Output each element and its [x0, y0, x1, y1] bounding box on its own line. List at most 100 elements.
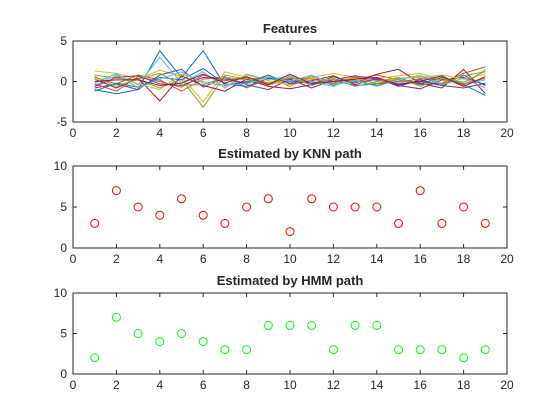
features-series-13-line	[94, 71, 486, 89]
knn-point	[437, 218, 447, 228]
knn-x-tick-label: 12	[327, 252, 341, 266]
hmm-point	[177, 329, 186, 338]
knn-point	[90, 218, 100, 228]
knn-point	[155, 210, 165, 220]
knn-x-tick-label: 16	[414, 252, 428, 266]
features-series-5-line	[94, 71, 486, 109]
hmm-point	[155, 337, 165, 347]
knn-x-tick-label: 4	[156, 252, 163, 266]
hmm-point	[90, 353, 100, 363]
features-x-tick-label: 4	[156, 126, 163, 140]
hmm-point	[328, 345, 338, 355]
hmm-point	[220, 345, 230, 355]
hmm-x-tick-label: 4	[156, 378, 163, 392]
features-x-tick-label: 20	[500, 126, 514, 140]
knn-x-tick-label: 20	[500, 252, 514, 266]
knn-point	[111, 186, 121, 196]
hmm-point	[480, 345, 490, 355]
knn-point	[177, 194, 186, 204]
features-x-tick-label: 6	[200, 126, 207, 140]
hmm-y-tick-label: 10	[54, 286, 68, 300]
features-y-tick-label: 0	[60, 75, 67, 89]
features-x-tick-label: 16	[414, 126, 428, 140]
hmm-point	[437, 345, 447, 355]
knn-x-tick-label: 18	[457, 252, 471, 266]
features-series-11-line	[94, 74, 486, 89]
hmm-x-tick-label: 20	[500, 378, 514, 392]
features-x-tick-label: 12	[327, 126, 341, 140]
knn-y-tick-label: 0	[60, 241, 67, 255]
hmm-x-tick-label: 6	[200, 378, 207, 392]
hmm-point	[415, 345, 425, 355]
hmm-plot-area	[72, 292, 508, 375]
knn-x-tick-label: 8	[243, 252, 250, 266]
knn-axes: Estimated by KNN path 0 2 4 6 8 10 12 14 16 18 20 0 5…	[54, 146, 514, 266]
knn-x-tick-label: 10	[283, 252, 297, 266]
knn-point	[350, 202, 360, 212]
knn-point	[459, 202, 469, 212]
knn-point	[394, 218, 403, 228]
features-x-tick-label: 18	[457, 126, 471, 140]
knn-point	[242, 202, 252, 212]
hmm-y-tick-label: 5	[60, 327, 67, 341]
hmm-y-tick-label: 0	[60, 367, 67, 381]
knn-point	[307, 194, 317, 204]
hmm-point	[198, 337, 208, 347]
knn-point	[328, 202, 338, 212]
features-series-12-line	[94, 70, 486, 87]
hmm-point	[111, 312, 121, 322]
hmm-x-tick-label: 16	[414, 378, 428, 392]
knn-x-tick-label: 2	[113, 252, 120, 266]
knn-point	[263, 194, 273, 204]
features-series-6-line	[94, 56, 486, 89]
features-series-9-line	[94, 74, 486, 92]
hmm-point	[133, 329, 143, 338]
knn-x-tick-label: 14	[370, 252, 384, 266]
features-x-tick-label: 14	[370, 126, 384, 140]
features-x-tick-label: 2	[113, 126, 120, 140]
knn-y-tick-label: 10	[54, 159, 68, 173]
features-x-tick-label: 0	[70, 126, 77, 140]
features-y-tick-label: -5	[56, 115, 67, 129]
hmm-point	[372, 320, 382, 330]
knn-point	[480, 218, 490, 228]
hmm-x-tick-label: 0	[70, 378, 77, 392]
knn-x-tick-label: 6	[200, 252, 207, 266]
features-series-7-line	[94, 68, 486, 102]
features-series-2-line	[94, 66, 486, 92]
features-series-10-line	[94, 73, 486, 91]
features-x-tick-label: 8	[243, 126, 250, 140]
knn-title: Estimated by KNN path	[218, 146, 362, 161]
hmm-point	[285, 320, 295, 330]
hmm-x-tick-label: 10	[283, 378, 297, 392]
features-title: Features	[263, 21, 317, 36]
knn-point	[133, 202, 143, 212]
features-y-tick-label: 5	[60, 34, 67, 48]
features-series-4-line	[94, 68, 486, 91]
hmm-x-tick-label: 12	[327, 378, 341, 392]
hmm-point	[307, 320, 317, 330]
hmm-point	[394, 345, 403, 355]
hmm-point	[242, 345, 252, 355]
hmm-axes: Estimated by HMM path 0 2 4 6 8 10 12 14 16 18 20 0 5…	[54, 273, 514, 392]
hmm-x-tick-label: 8	[243, 378, 250, 392]
hmm-point	[350, 320, 360, 330]
hmm-x-tick-label: 18	[457, 378, 471, 392]
knn-point	[285, 227, 295, 237]
hmm-point	[263, 320, 273, 330]
knn-point	[198, 210, 208, 220]
features-x-tick-label: 10	[283, 126, 297, 140]
hmm-title: Estimated by HMM path	[217, 273, 364, 288]
hmm-point	[459, 353, 469, 363]
knn-y-tick-label: 5	[60, 200, 67, 214]
hmm-x-tick-label: 14	[370, 378, 384, 392]
knn-point	[415, 186, 425, 196]
features-series-14-line	[94, 73, 486, 87]
knn-point	[372, 202, 382, 212]
features-series-8-line	[94, 67, 486, 96]
knn-x-tick-label: 0	[70, 252, 77, 266]
hmm-x-tick-label: 2	[113, 378, 120, 392]
knn-point	[220, 218, 230, 228]
